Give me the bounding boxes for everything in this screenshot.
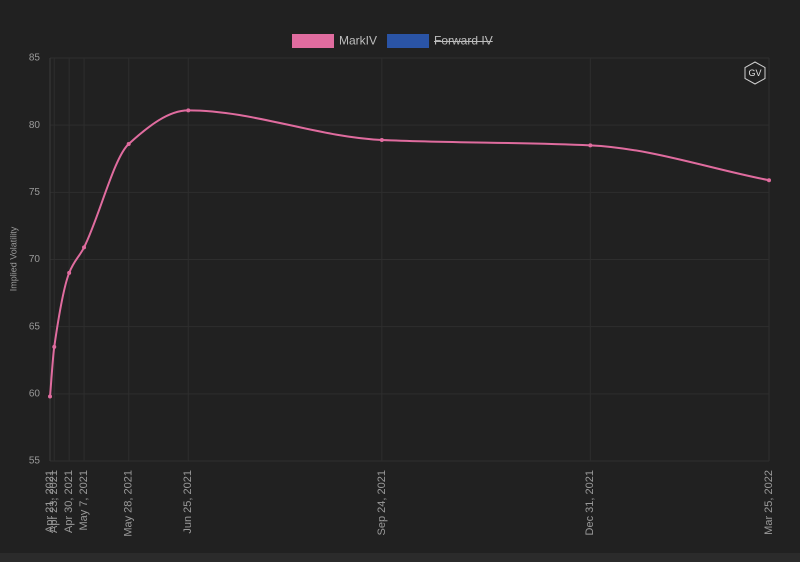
y-tick-label: 85 bbox=[29, 53, 41, 64]
x-tick-label: Sep 24, 2021 bbox=[376, 470, 388, 535]
legend: MarkIV Forward IV bbox=[292, 34, 493, 48]
logo-text: GV bbox=[748, 68, 761, 78]
data-point bbox=[67, 270, 72, 275]
y-tick-label: 75 bbox=[29, 187, 41, 198]
x-tick-label: Apr 23, 2021 bbox=[48, 470, 60, 533]
legend-swatch bbox=[387, 34, 430, 48]
series-line bbox=[49, 109, 770, 397]
x-tick-label: May 28, 2021 bbox=[123, 470, 135, 537]
x-tick-label: May 7, 2021 bbox=[78, 470, 90, 531]
data-point bbox=[52, 344, 57, 349]
data-point bbox=[126, 141, 131, 146]
logo-hexagon bbox=[744, 61, 766, 85]
data-point bbox=[186, 108, 191, 113]
y-tick-label: 65 bbox=[29, 321, 41, 332]
y-tick-label: 70 bbox=[29, 254, 41, 265]
x-tick-label: Jun 25, 2021 bbox=[182, 470, 194, 534]
data-point bbox=[48, 394, 52, 399]
data-point bbox=[82, 245, 87, 250]
legend-label: MarkIV bbox=[339, 34, 377, 48]
legend-swatch bbox=[292, 34, 334, 48]
x-tick-label: Dec 31, 2021 bbox=[584, 470, 596, 535]
data-point bbox=[379, 137, 384, 142]
data-point bbox=[767, 178, 771, 183]
x-tick-label: Mar 25, 2022 bbox=[763, 470, 775, 535]
legend-label: Forward IV bbox=[434, 34, 493, 48]
y-tick-label: 60 bbox=[29, 388, 41, 399]
logo: GV bbox=[744, 61, 766, 85]
y-tick-label: 80 bbox=[29, 120, 41, 131]
x-tick-label: Apr 30, 2021 bbox=[63, 470, 75, 533]
y-tick-label: 55 bbox=[29, 456, 41, 467]
x-tick-label: Apr 21, 2021 bbox=[44, 470, 56, 533]
y-axis-label: Implied Volatility bbox=[8, 226, 18, 291]
data-point bbox=[588, 143, 593, 148]
